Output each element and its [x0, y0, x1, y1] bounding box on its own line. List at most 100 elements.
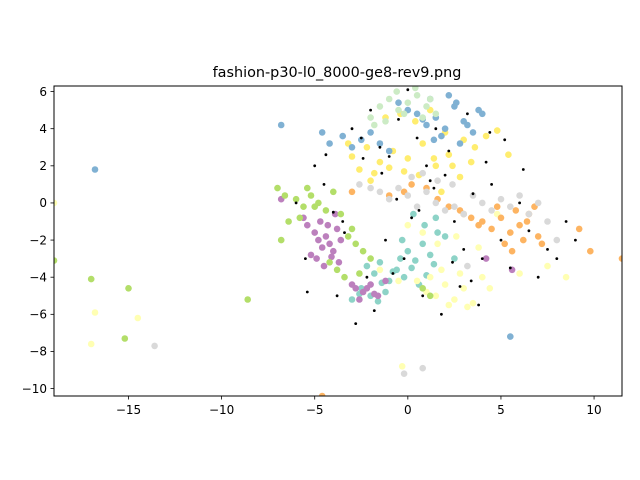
scatter-point-orange [534, 233, 542, 240]
scatter-point-pale_yellow [441, 281, 449, 288]
scatter-point-teal [371, 270, 378, 277]
scatter-point-green [367, 255, 374, 262]
scatter-point-black [322, 183, 326, 186]
scatter-point-purple [363, 285, 371, 292]
scatter-point-teal [374, 298, 382, 305]
scatter-point-teal [412, 257, 419, 264]
scatter-point-yellow [467, 158, 475, 166]
scatter-point-teal [421, 221, 428, 229]
scatter-point-teal [426, 251, 434, 259]
scatter-point-blue [464, 121, 471, 129]
scatter-point-pale_yellow [445, 301, 453, 309]
scatter-point-mint [419, 114, 427, 121]
scatter-point-pale_yellow [91, 309, 99, 316]
scatter-point-black [503, 138, 507, 142]
scatter-point-gray [534, 199, 542, 207]
scatter-point-yellow [456, 173, 464, 181]
scatter-point-purple [317, 218, 324, 225]
scatter-point-green [333, 266, 341, 274]
scatter-point-black [402, 257, 406, 260]
scatter-point-blue [453, 99, 460, 106]
scatter-point-gray [451, 203, 458, 210]
y-tick-label: 2 [39, 159, 47, 173]
scatter-point-gray [525, 210, 533, 218]
scatter-point-black [443, 173, 447, 177]
scatter-point-purple [304, 221, 311, 229]
scatter-point-black [490, 183, 493, 186]
scatter-point-pale_yellow [376, 266, 384, 274]
scatter-point-black [564, 220, 568, 223]
scatter-point-gray [419, 169, 427, 177]
scatter-point-black [359, 136, 363, 140]
scatter-point-black [480, 257, 484, 260]
scatter-point-black [428, 179, 432, 183]
scatter-point-blue [423, 121, 430, 129]
scatter-point-green [87, 275, 95, 283]
scatter-point-mint [385, 95, 393, 103]
scatter-point-mint [426, 95, 434, 103]
scatter-point-green [307, 192, 315, 199]
y-axis: −10 −8 −6 −4 −2 0 2 4 6 [22, 85, 54, 396]
scatter-point-black [350, 127, 354, 131]
y-tick-label: 4 [39, 122, 47, 136]
scatter-point-black [369, 108, 372, 112]
scatter-point-pale_yellow [434, 240, 441, 248]
scatter-point-teal [348, 296, 356, 303]
scatter-point-gray [367, 184, 374, 192]
scatter-point-blue [438, 132, 445, 140]
scatter-point-teal [410, 210, 417, 218]
scatter-point-yellow [363, 144, 371, 151]
scatter-point-teal [408, 264, 415, 272]
scatter-point-black [555, 257, 559, 260]
scatter-point-gray [400, 370, 408, 378]
scatter-point-green [300, 203, 307, 210]
scatter-point-orange [488, 225, 495, 233]
scatter-point-purple [337, 236, 345, 244]
scatter-point-green [348, 225, 356, 233]
scatter-point-green [121, 335, 129, 342]
scatter-point-orange [516, 221, 523, 229]
scatter-point-green [356, 270, 363, 277]
scatter-point-black [380, 171, 384, 175]
scatter-point-purple [307, 251, 315, 259]
scatter-point-black [331, 210, 335, 214]
scatter-point-pale_yellow [419, 229, 427, 236]
x-axis: −15 −10 −5 0 5 10 [116, 396, 602, 417]
scatter-point-blue [469, 129, 477, 136]
scatter-point-yellow [471, 144, 479, 151]
scatter-point-gray [460, 210, 468, 218]
scatter-point-mint [371, 121, 378, 129]
scatter-point-black [484, 160, 488, 164]
y-tick-label: −6 [29, 308, 47, 322]
scatter-point-teal [432, 214, 440, 222]
scatter-point-orange [318, 392, 326, 396]
scatter-point-green [341, 273, 348, 281]
scatter-point-pale_yellow [438, 266, 445, 274]
scatter-point-gray [441, 207, 449, 214]
scatter-point-black [415, 136, 419, 140]
scatter-point-pale_yellow [413, 277, 421, 285]
scatter-point-black [458, 285, 462, 288]
scatter-point-teal [363, 262, 371, 270]
scatter-point-purple [333, 225, 341, 233]
scatter-point-black [361, 157, 365, 160]
scatter-point-teal [376, 259, 384, 266]
scatter-point-purple [324, 221, 332, 229]
scatter-point-black [432, 186, 436, 190]
scatter-point-green [244, 296, 251, 303]
scatter-point-gray [432, 199, 440, 207]
scatter-point-pale_yellow [464, 303, 471, 311]
scatter-point-gray [464, 262, 471, 270]
scatter-point-purple [311, 229, 319, 236]
scatter-point-purple [318, 244, 326, 251]
scatter-point-orange [348, 188, 356, 196]
scatter-point-yellow [412, 118, 419, 125]
scatter-point-mint [412, 86, 419, 92]
scatter-point-mint [423, 103, 430, 110]
y-tick-label: −4 [29, 270, 47, 284]
scatter-point-purple [382, 277, 389, 285]
scatter-point-mint [376, 103, 384, 110]
scatter-point-black [453, 220, 456, 223]
scatter-point-black [462, 248, 466, 251]
